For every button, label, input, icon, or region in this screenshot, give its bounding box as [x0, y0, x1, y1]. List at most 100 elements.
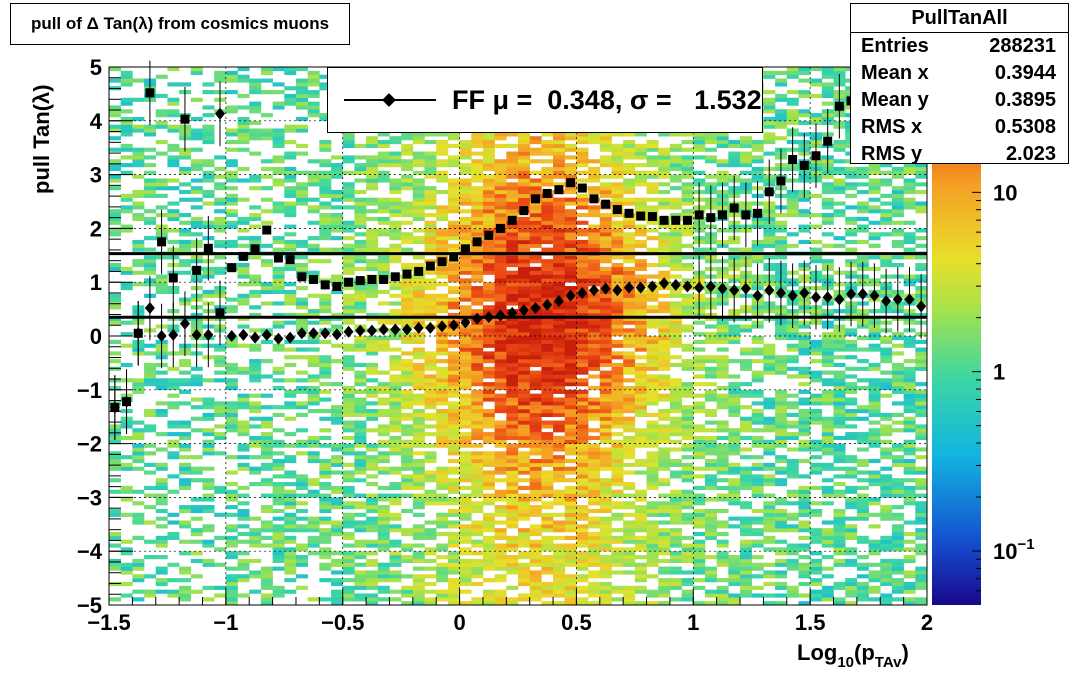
heatmap-cell: [681, 293, 694, 298]
heatmap-cell: [623, 451, 636, 456]
heatmap-cell: [529, 182, 542, 187]
heatmap-cell: [307, 551, 320, 556]
heatmap-cell: [214, 155, 227, 160]
heatmap-cell: [716, 451, 729, 456]
heatmap-cell: [295, 412, 308, 417]
heatmap-cell: [342, 293, 355, 298]
heatmap-cell: [214, 201, 227, 206]
heatmap-cell: [167, 155, 180, 160]
heatmap-cell: [529, 216, 542, 222]
heatmap-cell: [704, 359, 717, 364]
heatmap-cell: [564, 443, 577, 448]
heatmap-cell: [272, 482, 285, 487]
heatmap-cell: [412, 239, 425, 245]
heatmap-cell: [389, 255, 402, 260]
heatmap-cell: [658, 543, 671, 548]
heatmap-cell: [529, 581, 542, 587]
heatmap-cell: [564, 581, 577, 587]
heatmap-cell: [634, 505, 647, 510]
heatmap-cell: [412, 428, 425, 433]
heatmap-cell: [623, 293, 636, 298]
heatmap-cell: [447, 562, 460, 567]
heatmap-cell: [272, 278, 285, 283]
heatmap-cell: [588, 236, 601, 241]
heatmap-cell: [588, 278, 601, 283]
heatmap-cell: [471, 197, 484, 202]
heatmap-cell: [295, 401, 308, 406]
heatmap-cell: [424, 531, 437, 537]
heatmap-cell: [354, 420, 367, 425]
heatmap-cell: [646, 347, 659, 352]
heatmap-cell: [190, 374, 203, 379]
heatmap-cell: [295, 266, 308, 271]
heatmap-cell: [447, 566, 460, 571]
heatmap-cell: [518, 355, 530, 360]
heatmap-cell: [225, 220, 238, 225]
heatmap-cell: [518, 512, 530, 517]
heatmap-cell: [740, 170, 753, 175]
heatmap-cell: [669, 382, 682, 387]
heatmap-cell: [646, 401, 659, 406]
heatmap-cell: [471, 309, 484, 314]
heatmap-cell: [319, 293, 332, 298]
heatmap-cell: [459, 140, 472, 145]
heatmap-cell: [366, 474, 379, 479]
heatmap-cell: [482, 535, 495, 540]
heatmap-cell: [354, 581, 367, 587]
heatmap-cell: [401, 593, 414, 598]
heatmap-cell: [155, 566, 168, 571]
heatmap-cell: [623, 224, 636, 229]
heatmap-cell: [331, 470, 344, 475]
heatmap-cell: [436, 216, 449, 222]
heatmap-cell: [588, 320, 601, 325]
heatmap-cell: [611, 470, 624, 475]
heatmap-cell: [190, 224, 203, 229]
heatmap-cell: [366, 186, 379, 191]
heatmap-cell: [436, 366, 449, 371]
heatmap-cell: [658, 309, 671, 314]
heatmap-cell: [366, 574, 379, 579]
heatmap-cell: [179, 505, 192, 510]
heatmap-cell: [366, 351, 379, 356]
heatmap-cell: [144, 424, 157, 429]
heatmap-cell: [658, 458, 671, 464]
heatmap-cell: [634, 524, 647, 529]
heatmap-cell: [179, 455, 192, 460]
heatmap-cell: [377, 232, 390, 237]
heatmap-cell: [401, 458, 414, 464]
heatmap-cell: [331, 497, 344, 502]
heatmap-cell: [553, 593, 566, 598]
heatmap-cell: [319, 301, 332, 306]
heatmap-cell: [623, 297, 636, 302]
heatmap-cell: [225, 405, 238, 410]
heatmap-cell: [354, 220, 367, 225]
heatmap-cell: [716, 578, 729, 583]
heatmap-cell: [331, 589, 344, 594]
heatmap-cell: [681, 155, 694, 160]
heatmap-cell: [506, 412, 519, 417]
heatmap-cell: [529, 293, 542, 298]
heatmap-cell: [342, 558, 355, 564]
heatmap-cell: [284, 455, 297, 460]
heatmap-cell: [155, 555, 168, 560]
heatmap-cell: [459, 570, 472, 575]
heatmap-cell: [132, 259, 145, 264]
heatmap-cell: [518, 274, 530, 279]
heatmap-cell: [728, 428, 741, 433]
heatmap-cell: [377, 493, 390, 498]
heatmap-cell: [599, 339, 612, 344]
heatmap-cell: [331, 236, 344, 241]
heatmap-cell: [366, 201, 379, 206]
heatmap-cell: [447, 228, 460, 233]
heatmap-cell: [494, 420, 507, 425]
heatmap-cell: [272, 301, 285, 306]
heatmap-cell: [728, 255, 741, 260]
heatmap-cell: [436, 189, 449, 195]
heatmap-cell: [494, 247, 507, 252]
heatmap-cell: [342, 347, 355, 352]
heatmap-cell: [599, 174, 612, 179]
heatmap-cell: [494, 216, 507, 222]
heatmap-cell: [506, 508, 519, 514]
heatmap-cell: [658, 347, 671, 352]
heatmap-cell: [611, 439, 624, 444]
